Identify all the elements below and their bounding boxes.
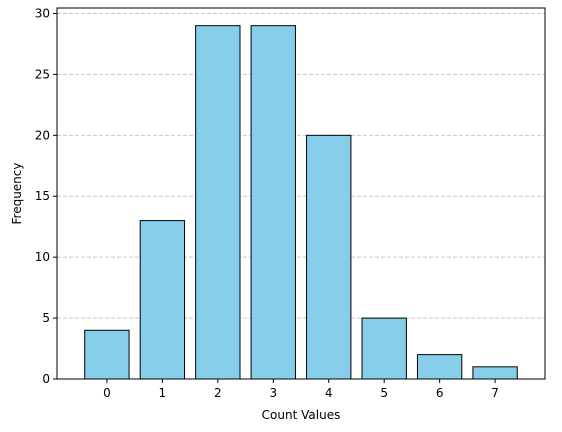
- bar-5: [361, 317, 407, 380]
- x-tick-label-5: 5: [380, 386, 388, 400]
- x-axis-ticks: 0 1 2 3 4 5 6 7: [103, 379, 499, 400]
- bar-3: [250, 25, 296, 380]
- y-tick-label-25: 25: [35, 67, 50, 81]
- y-tick-label-10: 10: [35, 250, 50, 264]
- bars: [84, 25, 518, 380]
- bar-6: [416, 354, 463, 380]
- y-axis-ticks: 0 5 10 15 20 25 30: [35, 6, 57, 386]
- x-tick-label-0: 0: [103, 386, 111, 400]
- x-tick-label-2: 2: [214, 386, 222, 400]
- bar-2: [195, 25, 241, 380]
- plot-frame: [56, 7, 546, 380]
- x-tick-label-3: 3: [269, 386, 277, 400]
- x-tick-label-4: 4: [325, 386, 333, 400]
- x-tick-label-6: 6: [436, 386, 444, 400]
- y-tick-label-5: 5: [42, 311, 50, 325]
- y-tick-label-30: 30: [35, 6, 50, 20]
- bar-4: [306, 134, 352, 380]
- bar-7: [472, 366, 518, 380]
- y-tick-label-0: 0: [42, 372, 50, 386]
- bar-1: [139, 220, 186, 380]
- bar-0: [84, 329, 130, 380]
- y-axis-label: Frequency: [10, 163, 24, 225]
- y-gridlines: [57, 12, 545, 380]
- x-tick-label-7: 7: [491, 386, 499, 400]
- y-tick-label-20: 20: [35, 128, 50, 142]
- x-tick-label-1: 1: [159, 386, 167, 400]
- y-tick-label-15: 15: [35, 189, 50, 203]
- x-axis-label: Count Values: [262, 408, 341, 422]
